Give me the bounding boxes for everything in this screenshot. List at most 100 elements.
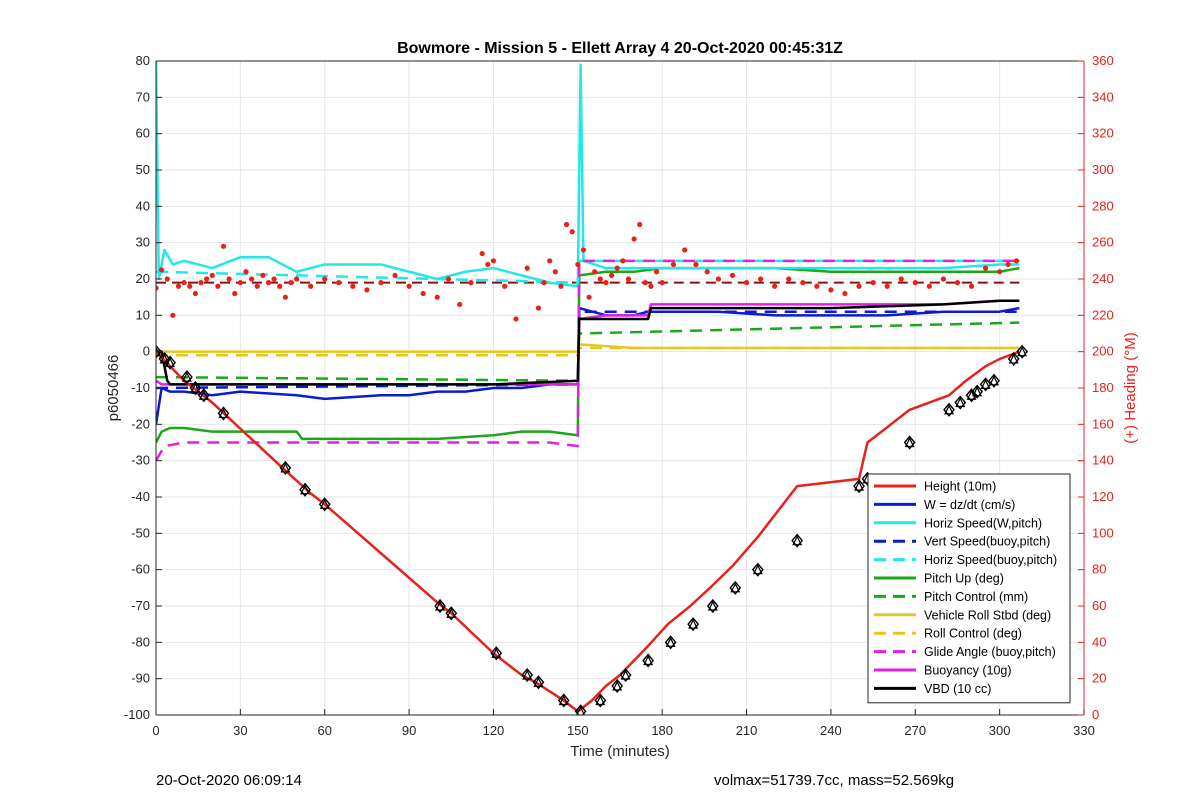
height-marker-triangle [989, 375, 999, 386]
heading-point [592, 269, 598, 275]
heading-point [392, 272, 398, 278]
axes: 0 30 60 90 120 150 180 210 240 270 300 330-100-90-8… [124, 53, 1114, 738]
heading-point [940, 276, 946, 282]
height-marker-diamond [664, 635, 677, 650]
y-tick-label-right: 100 [1092, 525, 1114, 540]
heading-point [220, 243, 227, 249]
legend-label: Horiz Speed(buoy,pitch) [924, 553, 1057, 567]
heading-point [249, 276, 255, 282]
height-marker-diamond [1007, 351, 1020, 367]
y-tick-label-right: 220 [1092, 307, 1114, 322]
heading-point [625, 276, 632, 282]
heading-point [743, 280, 750, 286]
heading-point [575, 261, 581, 268]
heading-point [580, 247, 587, 253]
series-line-5 [156, 266, 1020, 444]
legend-label: Horiz Speed(W,pitch) [924, 516, 1042, 530]
height-marker-diamond [217, 406, 230, 421]
height-marker-triangle [665, 636, 676, 647]
height-marker-triangle [491, 647, 502, 658]
height-marker-triangle [165, 357, 176, 368]
heading-point [322, 276, 328, 282]
legend-label: Vert Speed(buoy,pitch) [924, 535, 1050, 549]
height-marker-triangle [620, 669, 631, 680]
heading-point [468, 280, 474, 286]
y-tick-label-right: 360 [1092, 53, 1114, 68]
heading-point [226, 276, 232, 282]
y-tick-label-left: -80 [131, 634, 150, 649]
heading-point [254, 283, 260, 289]
heading-point [954, 280, 961, 286]
y-tick-label-left: 20 [136, 271, 150, 286]
legend-label: Height (10m) [924, 480, 996, 494]
heading-point [772, 283, 778, 289]
y-tick-label-left: 60 [136, 126, 150, 141]
y-tick-label-left: -100 [124, 707, 150, 722]
heading-point [524, 265, 530, 271]
x-tick-label: 0 [152, 723, 159, 738]
legend-label: VBD (10 cc) [924, 682, 991, 696]
height-marker-triangle [435, 600, 445, 611]
height-marker-triangle [522, 669, 533, 680]
heading-point [631, 236, 637, 242]
legend-label: Pitch Up (deg) [924, 572, 1004, 586]
chart-title: Bowmore - Mission 5 - Ellett Array 4 20-… [397, 40, 843, 57]
y-tick-label-right: 240 [1092, 271, 1114, 286]
heading-point [490, 258, 497, 264]
height-marker-diamond [954, 395, 967, 410]
y-tick-label-right: 40 [1092, 634, 1106, 649]
y-axis-label-right: (+) Heading (°M) [1122, 332, 1139, 443]
y-tick-label-left: -20 [131, 416, 150, 431]
height-marker-triangle [280, 462, 291, 473]
height-marker-triangle [558, 695, 569, 706]
height-marker-diamond [729, 580, 742, 595]
heading-point [898, 276, 904, 282]
height-marker-diamond [594, 693, 607, 708]
height-marker-diamond [642, 653, 655, 668]
y-tick-label-right: 160 [1092, 416, 1114, 431]
x-tick-label: 60 [317, 723, 331, 738]
height-marker-diamond [189, 380, 202, 396]
heading-point [187, 283, 193, 289]
height-marker-triangle [643, 655, 654, 666]
height-marker-diamond [156, 344, 162, 359]
height-marker-diamond [988, 373, 1000, 388]
height-marker-triangle [955, 397, 966, 408]
y-tick-label-right: 0 [1092, 707, 1099, 722]
heading-point [535, 305, 542, 311]
x-tick-label: 120 [483, 723, 505, 738]
heading-point [856, 283, 862, 289]
height-marker-diamond [619, 667, 632, 683]
heading-point [243, 269, 249, 275]
height-marker-triangle [198, 389, 209, 400]
height-marker-triangle [319, 498, 330, 509]
heading-point [1005, 261, 1011, 268]
series-line-0 [156, 350, 1020, 713]
height-marker-triangle [576, 706, 586, 715]
heading-point [288, 280, 294, 286]
height-marker-diamond [490, 646, 503, 661]
y-tick-label-right: 320 [1092, 126, 1114, 141]
y-tick-label-right: 20 [1092, 671, 1106, 686]
heading-point [198, 280, 204, 286]
heading-point [547, 258, 553, 264]
series-line-9 [156, 259, 1020, 462]
height-marker-diamond [979, 377, 992, 392]
chart-svg: 0 30 60 90 120 150 180 210 240 270 300 330-100-90-8… [105, 40, 1139, 760]
y-tick-label-left: -40 [131, 489, 150, 504]
height-marker-diamond [853, 479, 865, 494]
heading-point [620, 258, 626, 264]
legend-box [867, 473, 1071, 704]
height-marker-diamond [574, 704, 587, 715]
series-line-4 [156, 259, 1020, 284]
heading-point [209, 272, 215, 278]
heading-point [215, 283, 221, 289]
heading-point [308, 283, 314, 289]
x-tick-label: 300 [989, 723, 1011, 738]
y-tick-label-right: 260 [1092, 235, 1114, 250]
heading-point [232, 290, 238, 297]
height-marker-diamond [445, 606, 458, 621]
legend-label: Roll Control (deg) [924, 627, 1022, 641]
x-tick-label: 180 [651, 723, 673, 738]
heading-point [170, 312, 176, 318]
